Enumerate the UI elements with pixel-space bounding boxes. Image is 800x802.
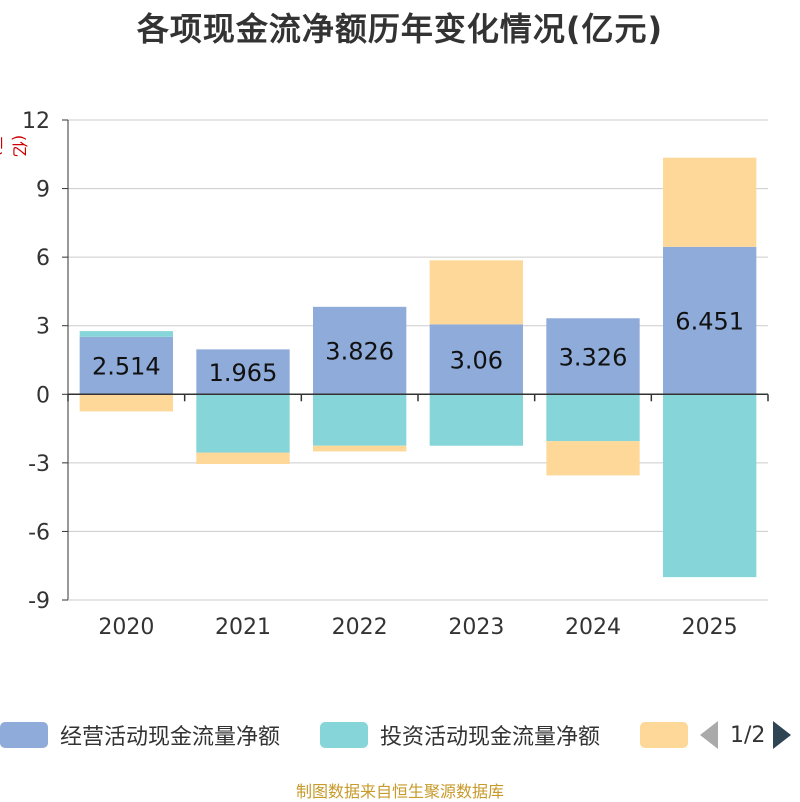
- bar-1-2024: [546, 318, 640, 395]
- legend: 经营活动现金流量净额 投资活动现金流量净额: [0, 718, 800, 752]
- legend-pager: 1/2: [700, 718, 792, 752]
- legend-item-financing[interactable]: [640, 718, 688, 752]
- bar-3-2022: [313, 445, 407, 452]
- y-tick-label: 3: [36, 315, 50, 340]
- y-tick-label: 6: [36, 246, 50, 271]
- data-label: 1.965: [209, 359, 278, 387]
- x-tick-label: 2025: [682, 615, 738, 640]
- y-tick-label: -9: [28, 589, 50, 614]
- bar-2-2023: [429, 394, 523, 446]
- bar-1-2023: [429, 324, 523, 395]
- legend-label-operating: 经营活动现金流量净额: [60, 725, 281, 750]
- x-tick-label: 2021: [215, 615, 271, 640]
- bar-chart: -9 -6 -3 0 3 6 9 12 2.514 1.965 3.826 3.06 3.326 6.45…: [22, 109, 769, 640]
- legend-prev-page-icon[interactable]: [700, 721, 718, 749]
- data-label: 2.514: [92, 353, 161, 381]
- bar-3-2021: [196, 452, 290, 464]
- x-tick-label: 2022: [332, 615, 388, 640]
- bar-3-2024: [546, 441, 640, 476]
- data-label: 3.826: [325, 338, 394, 366]
- y-tick-label: -3: [28, 452, 50, 477]
- bar-2-2022: [313, 394, 407, 446]
- bar-1-2020: [79, 336, 173, 395]
- bar-1-2025: [663, 246, 757, 395]
- y-tick-label: 9: [36, 178, 50, 203]
- bar-2-2020: [79, 331, 173, 337]
- data-label: 6.451: [675, 308, 744, 336]
- y-tick-label: -6: [28, 520, 50, 545]
- bar-1-2022: [313, 306, 407, 395]
- y-tick-label: 0: [36, 383, 50, 408]
- data-source-note: 制图数据来自恒生聚源数据库: [295, 782, 504, 801]
- x-tick-label: 2023: [448, 615, 504, 640]
- legend-swatch-operating: [0, 722, 48, 748]
- bar-3-2020: [79, 394, 173, 412]
- bar-3-2025: [663, 157, 757, 247]
- legend-item-investing[interactable]: 投资活动现金流量净额: [320, 718, 600, 752]
- data-label: 3.326: [559, 343, 628, 371]
- legend-item-operating[interactable]: 经营活动现金流量净额: [0, 718, 280, 752]
- legend-label-investing: 投资活动现金流量净额: [380, 725, 601, 750]
- legend-next-page-icon[interactable]: [773, 721, 792, 749]
- data-label: 3.06: [450, 346, 503, 374]
- y-tick-label: 12: [22, 109, 50, 134]
- bar-2-2024: [546, 394, 640, 442]
- chart-title: 各项现金流净额历年变化情况(亿元): [136, 10, 664, 48]
- x-tick-label: 2024: [565, 615, 621, 640]
- bar-1-2021: [196, 349, 290, 395]
- x-tick-label: 2020: [98, 615, 154, 640]
- legend-swatch-financing: [640, 722, 688, 748]
- bar-2-2025: [663, 394, 757, 578]
- legend-page-indicator: 1/2: [730, 722, 766, 748]
- bar-2-2021: [196, 394, 290, 453]
- legend-swatch-investing: [320, 722, 368, 748]
- bar-3-2023: [429, 260, 523, 325]
